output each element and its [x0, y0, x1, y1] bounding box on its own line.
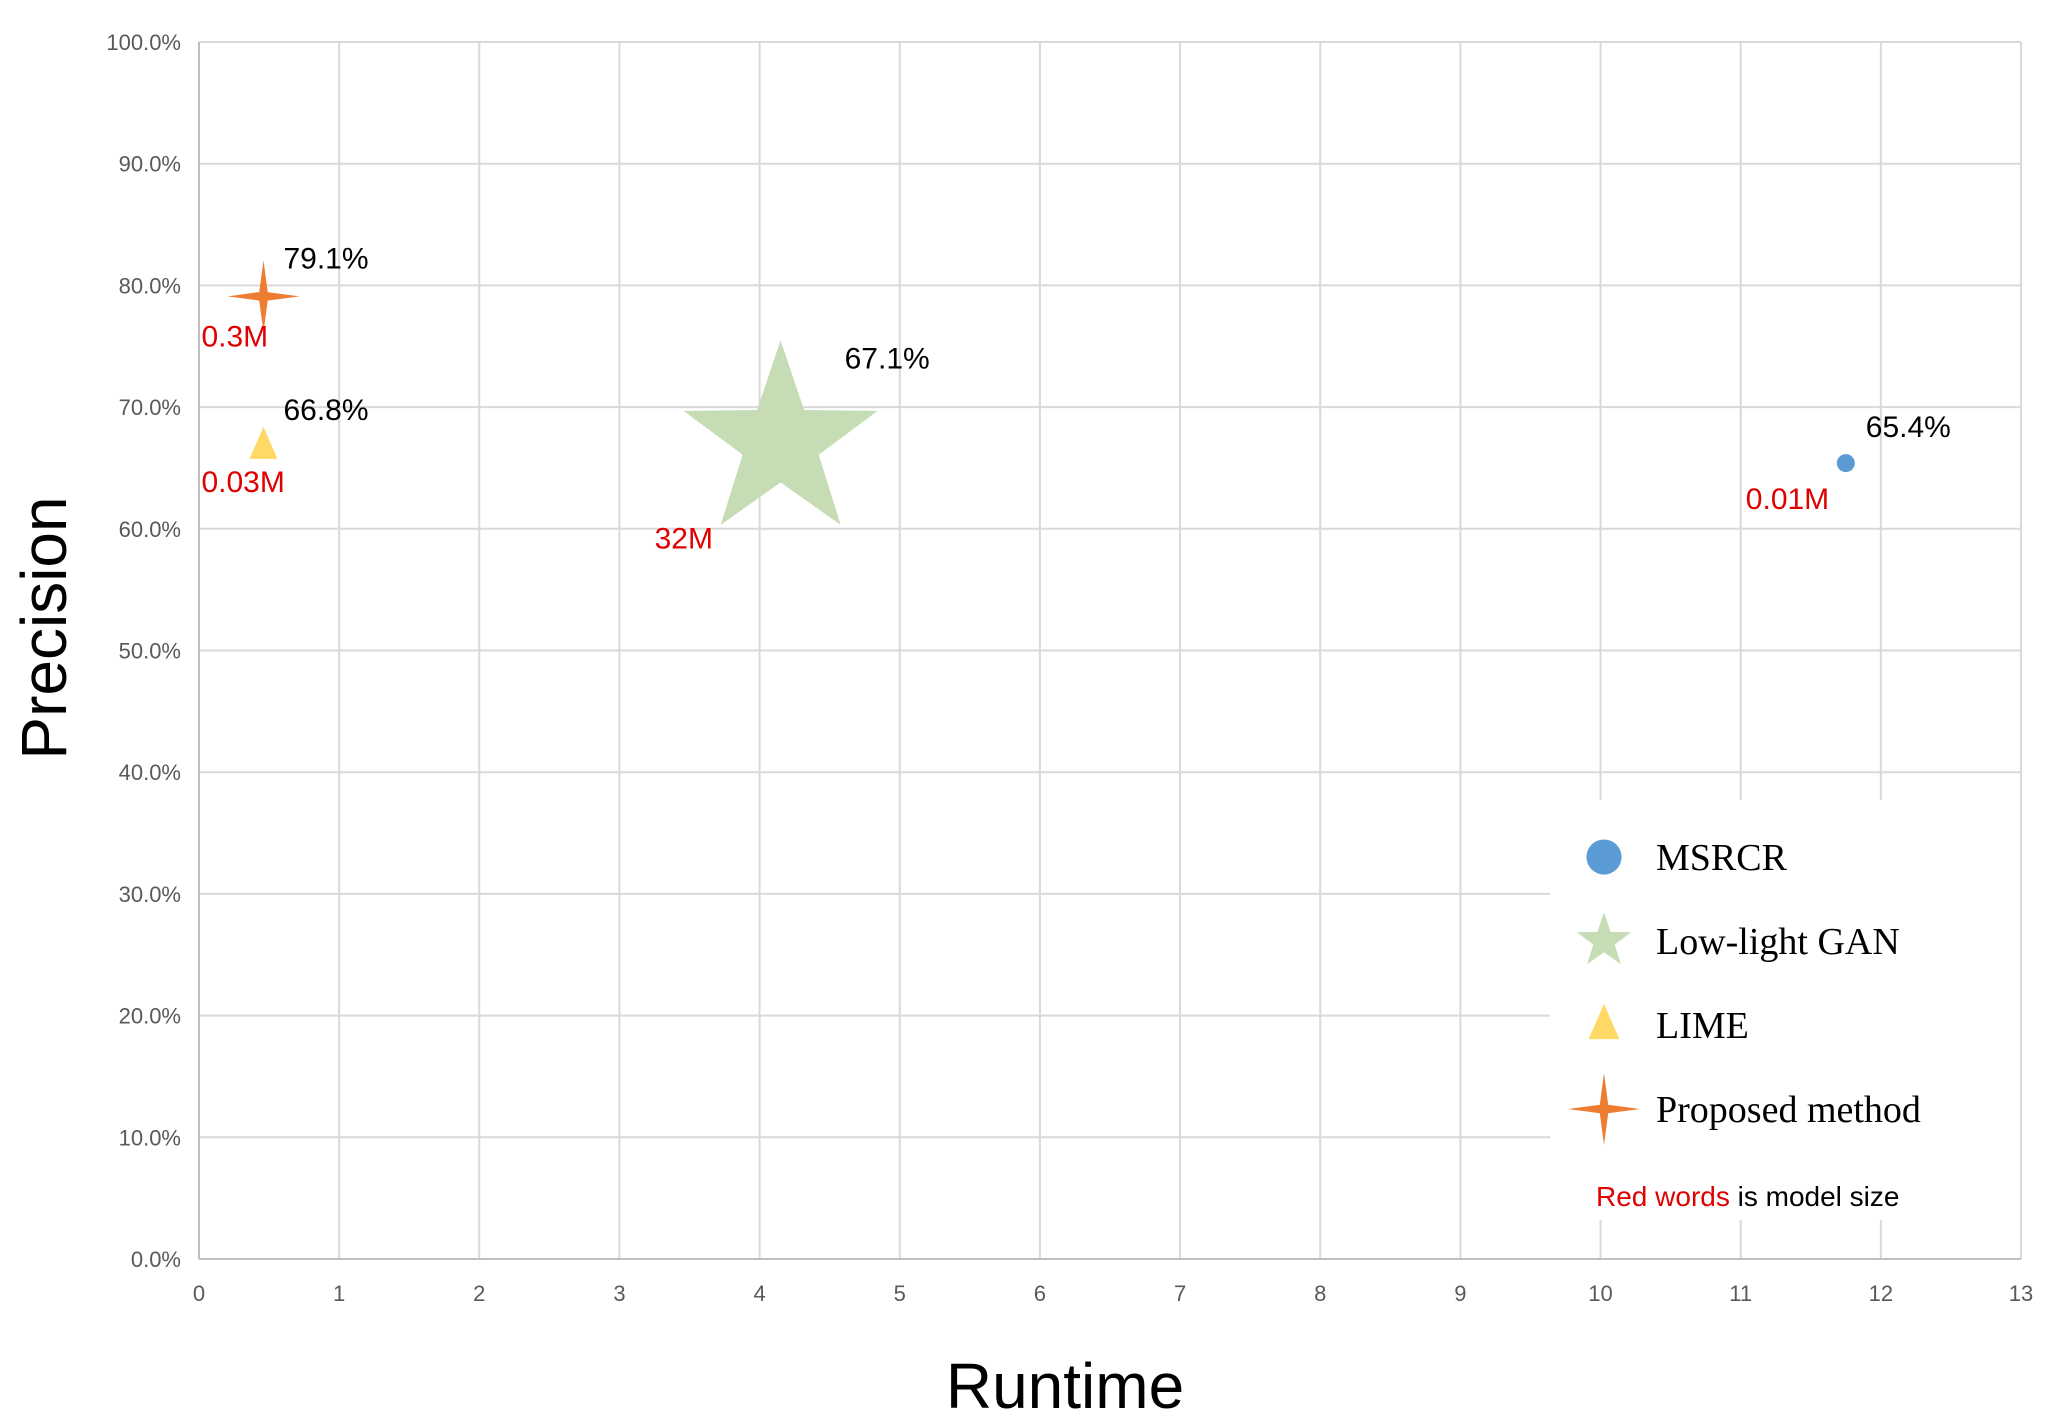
data-labels: 65.4% 0.01M 67.1% 32M 66.8% 0.03M 79.1% 0.3M	[201, 242, 1950, 555]
data-points	[227, 260, 1855, 525]
y-tick-label: 100.0%	[106, 30, 181, 55]
y-tick-label: 40.0%	[119, 760, 181, 785]
x-tick-label: 4	[753, 1281, 765, 1306]
x-tick-label: 5	[894, 1281, 906, 1306]
model-size-label: 0.3M	[201, 320, 268, 353]
model-size-label: 0.03M	[201, 466, 284, 499]
x-tick-label: 2	[473, 1281, 485, 1306]
x-axis-title: Runtime	[946, 1350, 1184, 1420]
value-label: 79.1%	[283, 242, 368, 275]
y-tick-labels: 0.0% 10.0% 20.0% 30.0% 40.0% 50.0% 60.0% 70.0% 8…	[106, 30, 181, 1272]
data-point-proposed-method	[227, 260, 300, 333]
legend-marker	[1576, 912, 1632, 965]
y-tick-label: 10.0%	[119, 1125, 181, 1150]
y-tick-label: 0.0%	[131, 1247, 181, 1272]
legend-note: Red words is model size	[1596, 1181, 1899, 1212]
data-point-msrcr	[1836, 454, 1855, 473]
x-tick-label: 1	[333, 1281, 345, 1306]
legend-marker	[1586, 839, 1622, 875]
x-tick-label: 13	[2009, 1281, 2033, 1306]
legend-marker	[1568, 1073, 1640, 1145]
legend-marker	[1588, 1003, 1620, 1040]
y-tick-label: 80.0%	[119, 273, 181, 298]
y-tick-label: 20.0%	[119, 1004, 181, 1029]
value-label: 66.8%	[283, 394, 368, 427]
value-label: 67.1%	[845, 342, 930, 375]
y-tick-label: 90.0%	[119, 152, 181, 177]
x-tick-label: 11	[1729, 1281, 1752, 1306]
x-tick-label: 9	[1454, 1281, 1466, 1306]
legend-label: Proposed method	[1656, 1089, 1921, 1131]
axes	[198, 42, 2021, 1260]
legend-label: LIME	[1656, 1005, 1749, 1047]
value-label: 65.4%	[1866, 411, 1951, 444]
x-tick-label: 12	[1869, 1281, 1893, 1306]
legend-note-red: Red words	[1596, 1181, 1730, 1212]
y-tick-label: 70.0%	[119, 395, 181, 420]
x-tick-label: 10	[1588, 1281, 1612, 1306]
y-tick-label: 30.0%	[119, 882, 181, 907]
x-tick-label: 7	[1174, 1281, 1186, 1306]
y-axis-title: Precision	[8, 496, 80, 759]
y-tick-label: 60.0%	[119, 517, 181, 542]
model-size-label: 32M	[655, 522, 713, 555]
x-tick-label: 3	[613, 1281, 625, 1306]
x-tick-label: 6	[1034, 1281, 1046, 1306]
y-tick-label: 50.0%	[119, 639, 181, 664]
x-tick-labels: 0 1 2 3 4 5 6 7 8 9 10 11 12 13	[193, 1281, 2033, 1306]
legend-note-rest: is model size	[1730, 1181, 1900, 1212]
model-size-label: 0.01M	[1746, 483, 1829, 516]
data-point-lime	[249, 426, 278, 459]
x-tick-label: 8	[1314, 1281, 1326, 1306]
legend-label: MSRCR	[1656, 837, 1788, 879]
grid	[198, 41, 2022, 1260]
legend: MSRCR Low-light GAN LIME Proposed method Re…	[1550, 800, 2020, 1220]
x-tick-label: 0	[193, 1281, 205, 1306]
legend-box	[1550, 800, 2020, 1220]
legend-label: Low-light GAN	[1656, 921, 1900, 963]
data-point-low-light-gan	[683, 340, 878, 525]
